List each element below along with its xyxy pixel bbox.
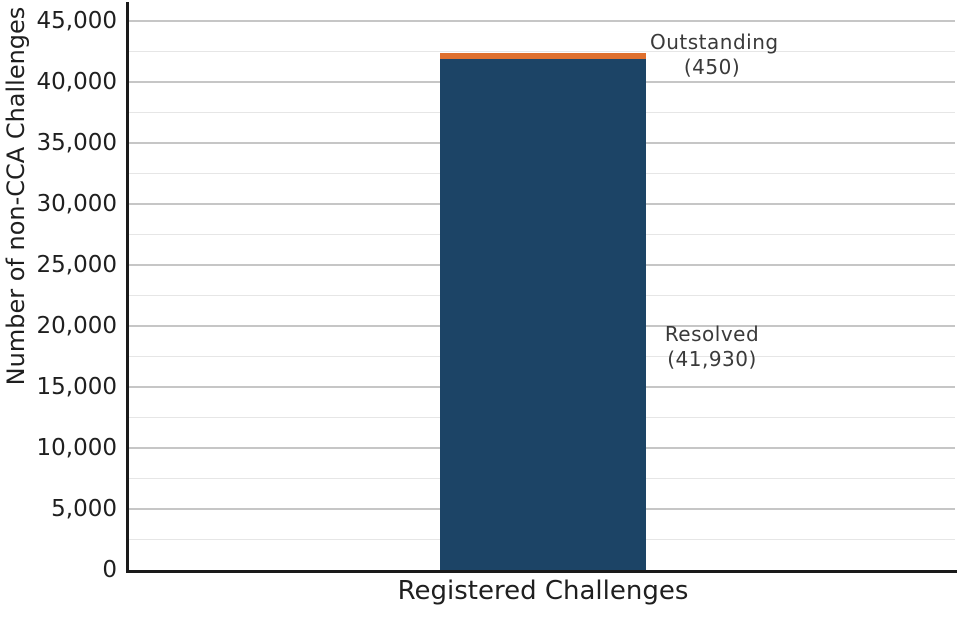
y-tick-label: 20,000: [36, 313, 117, 340]
y-tick-label: 30,000: [36, 191, 117, 218]
annotation-outstanding-name: Outstanding: [650, 30, 779, 54]
bar-segment-resolved: [439, 58, 646, 570]
major-gridline: [129, 20, 955, 23]
y-tick-label: 45,000: [36, 8, 117, 35]
x-category-label: Registered Challenges: [397, 576, 689, 606]
minor-gridline: [129, 51, 955, 53]
plot-area: [129, 0, 955, 573]
y-tick-label: 5,000: [51, 496, 117, 523]
y-tick-label: 40,000: [36, 69, 117, 96]
annotation-resolved-name: Resolved: [664, 322, 760, 346]
y-tick-label: 10,000: [36, 435, 117, 462]
y-axis-line: [126, 2, 129, 573]
bar-segment-outstanding: [439, 53, 646, 59]
annotation-resolved-value: (41,930): [667, 347, 757, 371]
annotation-outstanding-value: (450): [683, 55, 741, 79]
annotation-resolved: Resolved (41,930): [650, 322, 774, 372]
y-tick-label: 0: [102, 557, 117, 583]
y-axis-tick-labels: 0 5,000 10,000 15,000 20,000 25,000 30,000 35,0…: [0, 0, 117, 640]
y-tick-label: 15,000: [36, 374, 117, 401]
y-tick-label: 25,000: [36, 252, 117, 279]
x-axis-line: [126, 570, 957, 573]
annotation-outstanding: Outstanding (450): [650, 30, 779, 80]
y-tick-label: 35,000: [36, 130, 117, 157]
